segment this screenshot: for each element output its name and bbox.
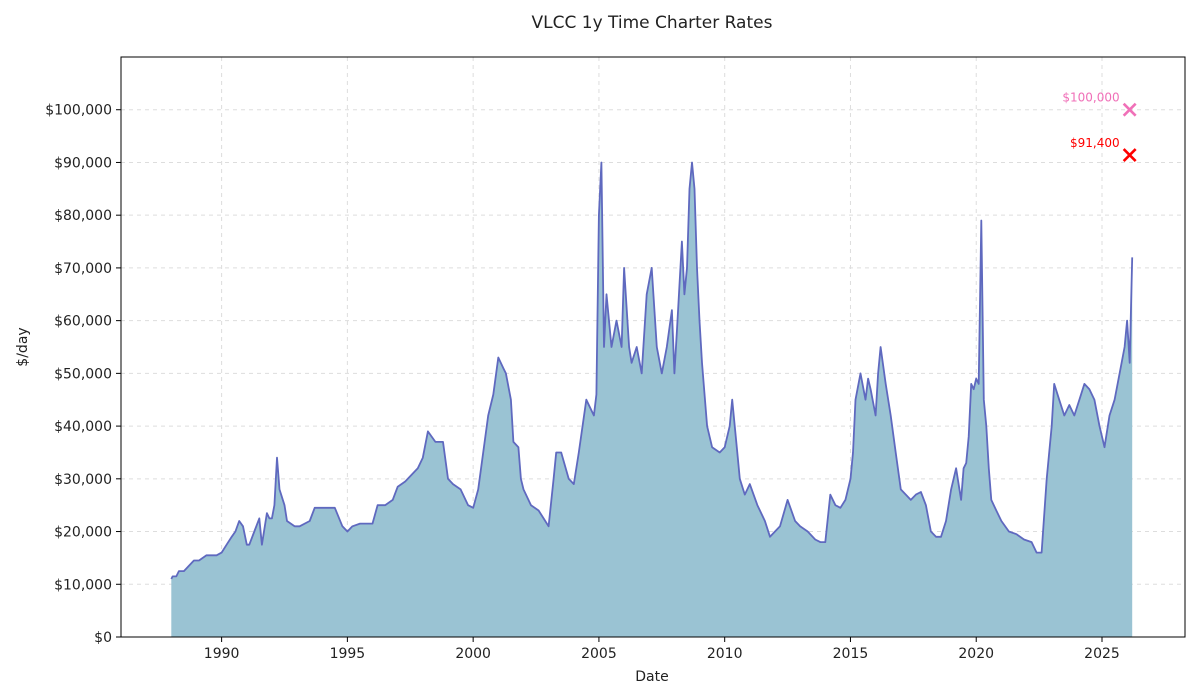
series-line: [170, 161, 1134, 580]
y-tick-label: $50,000: [54, 366, 112, 382]
x-axis-label: Date: [635, 669, 668, 685]
annotation-marker: [1122, 148, 1137, 162]
y-tick-label: $20,000: [54, 525, 112, 541]
y-tick-label: $10,000: [54, 577, 112, 593]
x-tick-label: 2020: [958, 646, 994, 662]
chart-title: VLCC 1y Time Charter Rates: [532, 13, 773, 33]
annotations: $100,000 $91,400: [1062, 91, 1137, 162]
y-tick-label: $90,000: [54, 155, 112, 171]
x-tick-label: 2025: [1084, 646, 1120, 662]
area-fill: [171, 162, 1133, 637]
x-tick-label: 1990: [204, 646, 240, 662]
annotation-label: $91,400: [1070, 136, 1120, 150]
x-tick-label: 2015: [833, 646, 869, 662]
y-tick-label: $0: [94, 630, 112, 646]
x-tick-label: 2005: [581, 646, 617, 662]
y-tick-label: $70,000: [54, 261, 112, 277]
x-tick-label: 2000: [455, 646, 491, 662]
y-axis-label: $/day: [15, 327, 31, 366]
y-tick-label: $100,000: [45, 103, 112, 119]
y-tick-label: $40,000: [54, 419, 112, 435]
annotation-label: $100,000: [1062, 91, 1119, 105]
plot-frame: [120, 56, 1186, 638]
annotation-marker: [1122, 102, 1137, 117]
x-tick-label: 1995: [330, 646, 366, 662]
y-tick-label: $80,000: [54, 208, 112, 224]
y-tick-label: $60,000: [54, 314, 112, 330]
x-tick-label: 2010: [707, 646, 743, 662]
y-axis: $0 $10,000 $20,000 $30,000 $40,000 $50,000 $60…: [45, 103, 121, 646]
y-tick-label: $30,000: [54, 472, 112, 488]
x-axis: 1990 1995 2000 2005 2010 2015 2020 2025: [204, 637, 1120, 662]
